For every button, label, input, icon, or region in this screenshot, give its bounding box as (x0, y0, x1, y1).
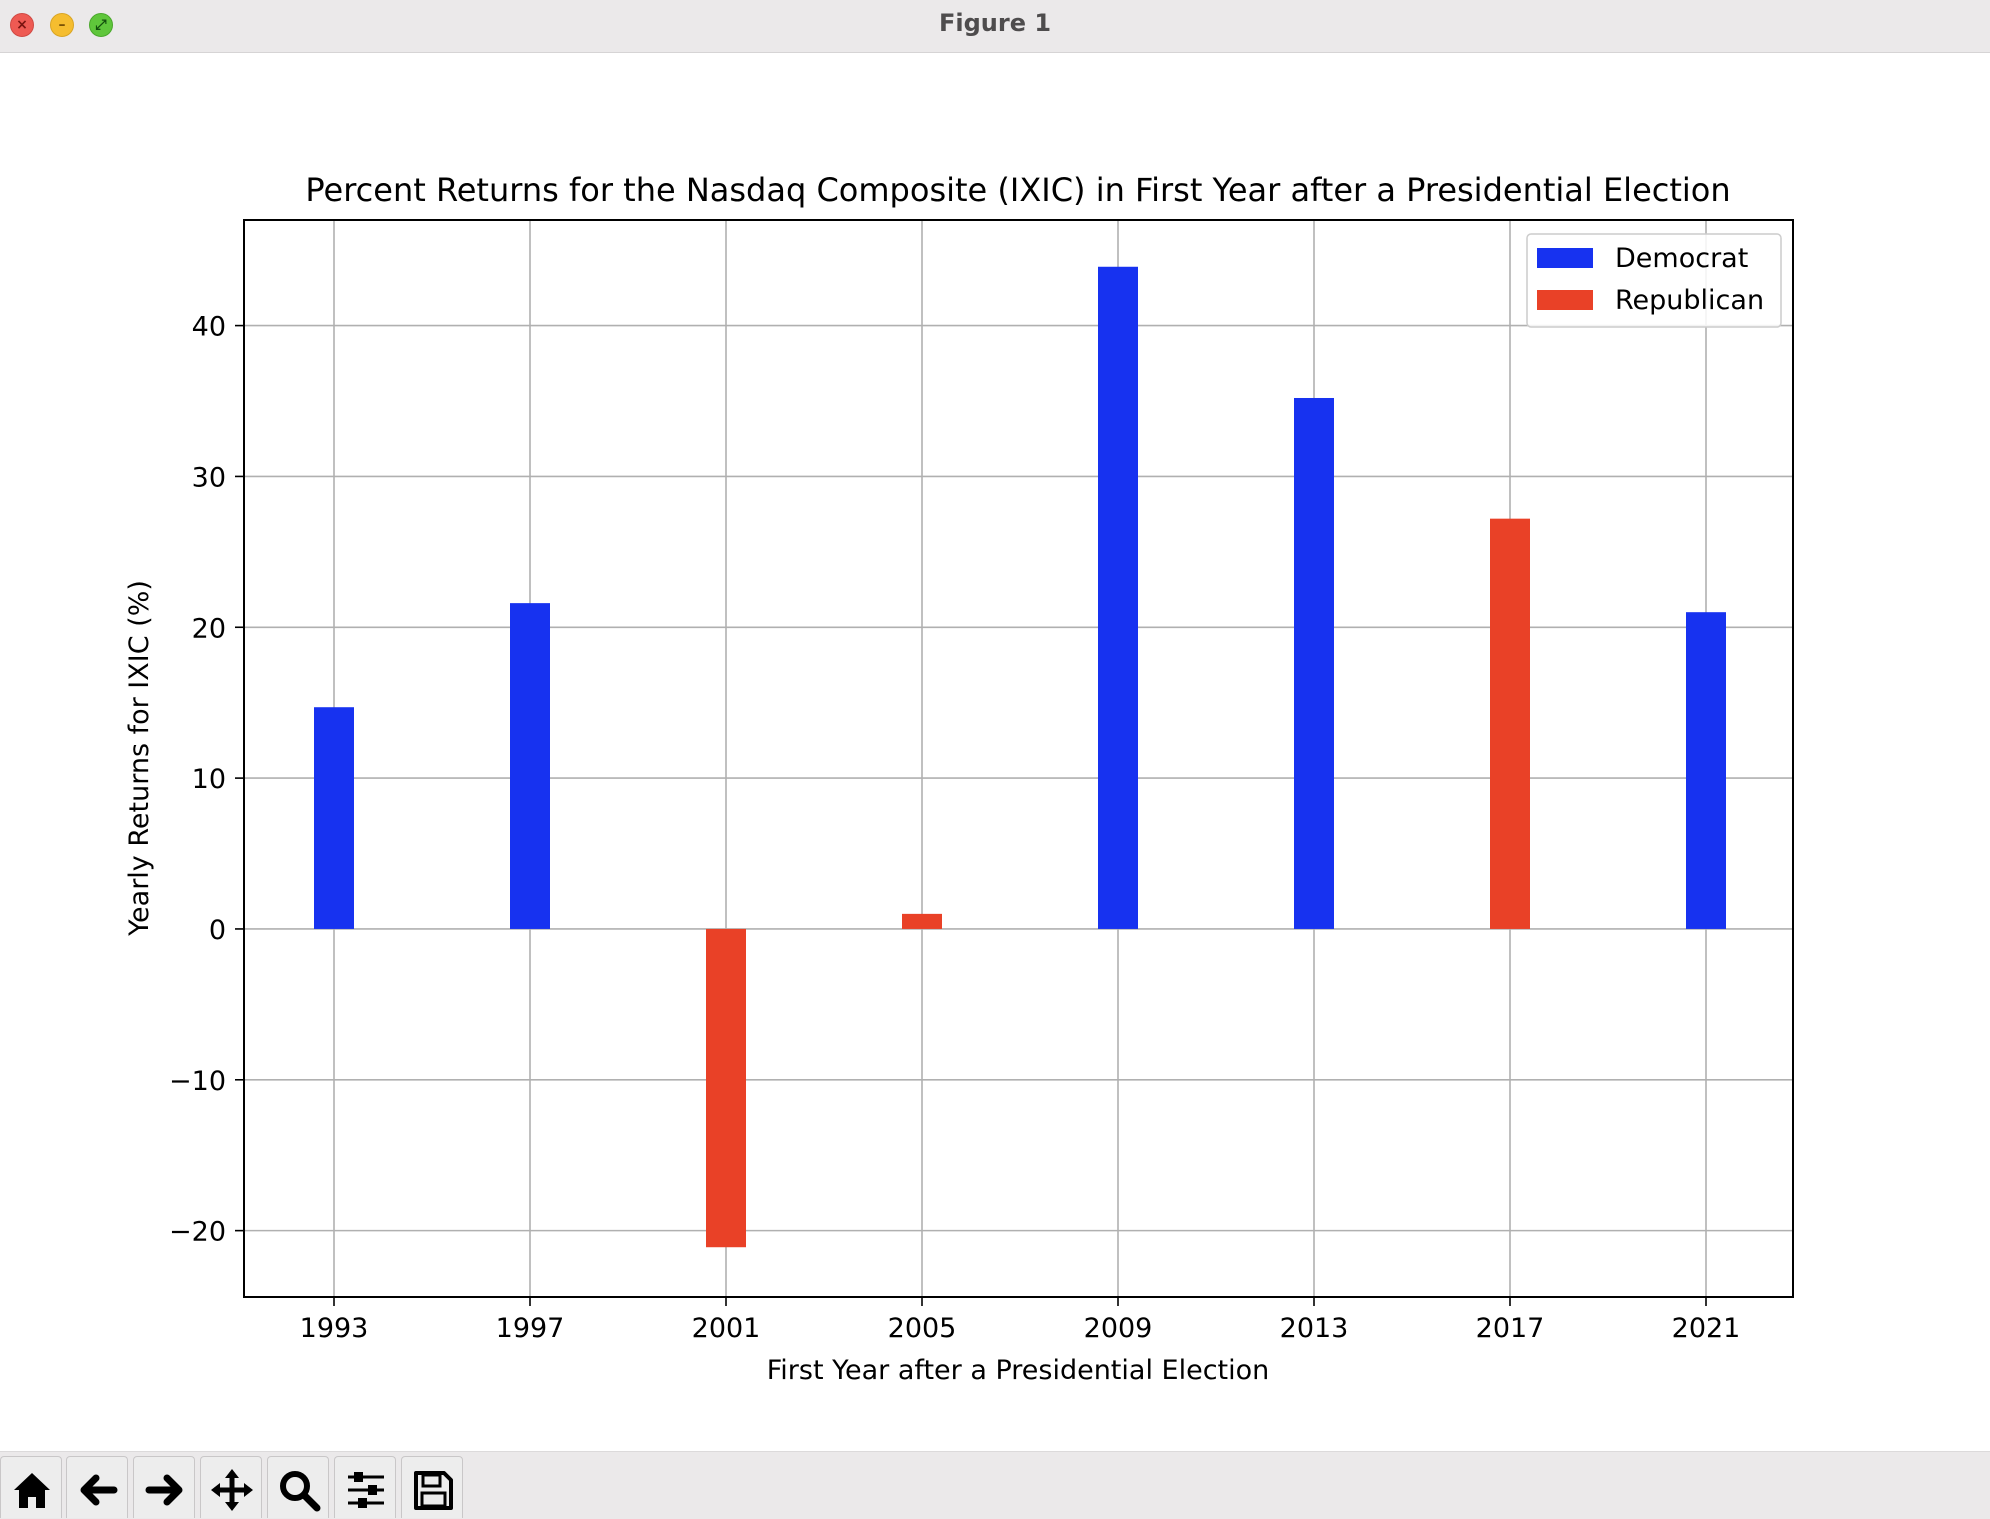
window-title: Figure 1 (938, 9, 1052, 37)
grid-lines (244, 220, 1793, 1297)
bar-2017 (1490, 518, 1530, 929)
arrow-right-icon (145, 1474, 183, 1506)
bar-1993 (314, 707, 354, 929)
window-titlebar: × – ⤢ Figure 1 (0, 0, 1990, 53)
y-tick-label: −10 (169, 1066, 226, 1097)
y-tick-label: 20 (192, 613, 226, 644)
x-tick-label: 2017 (1476, 1313, 1545, 1344)
plot-frame (243, 219, 1794, 1298)
legend-swatch-democrat (1537, 248, 1593, 268)
y-axis-label: Yearly Returns for IXIC (%) (124, 580, 155, 937)
legend: Democrat Republican (1526, 233, 1782, 328)
legend-label-democrat: Democrat (1615, 243, 1748, 274)
fullscreen-icon: ⤢ (95, 17, 107, 33)
window-close-button[interactable]: × (10, 13, 34, 37)
bar-2005 (902, 913, 942, 929)
bar-2021 (1686, 612, 1726, 929)
bar-2001 (706, 928, 746, 1248)
bar-chart: Percent Returns for the Nasdaq Composite… (124, 171, 1794, 1386)
figure-canvas: Percent Returns for the Nasdaq Composite… (0, 53, 1990, 1451)
bar-2009 (1098, 266, 1138, 929)
bar-2013 (1294, 397, 1334, 929)
minimize-icon: – (58, 17, 66, 33)
x-tick-label: 2001 (692, 1313, 761, 1344)
zoom-button[interactable] (267, 1456, 329, 1518)
close-icon: × (16, 17, 28, 33)
navigation-toolbar (0, 1451, 1990, 1519)
bars (314, 266, 1726, 1248)
save-button[interactable] (401, 1456, 463, 1518)
move-icon (211, 1469, 253, 1511)
pan-button[interactable] (200, 1456, 262, 1518)
x-tick-label: 2013 (1280, 1313, 1349, 1344)
window-minimize-button[interactable]: – (50, 13, 74, 37)
y-tick-label: −20 (169, 1217, 226, 1248)
arrow-left-icon (80, 1474, 118, 1506)
magnifier-icon (280, 1471, 321, 1512)
legend-swatch-republican (1537, 290, 1593, 310)
home-icon (14, 1473, 50, 1508)
x-tick-label: 2005 (888, 1313, 957, 1344)
back-button[interactable] (66, 1456, 128, 1518)
legend-label-republican: Republican (1615, 285, 1764, 316)
x-tick-label: 1997 (496, 1313, 565, 1344)
chart-title: Percent Returns for the Nasdaq Composite… (305, 171, 1730, 209)
window-zoom-button[interactable]: ⤢ (89, 13, 113, 37)
x-axis-ticks: 1993 1997 2001 2005 2009 2013 2017 2021 (300, 1297, 1741, 1344)
y-tick-label: 0 (209, 915, 226, 946)
home-button[interactable] (0, 1456, 62, 1518)
y-axis-ticks: −20 −10 0 10 20 30 40 (169, 312, 244, 1248)
forward-button[interactable] (133, 1456, 195, 1518)
y-tick-label: 40 (192, 312, 226, 343)
floppy-disk-icon (414, 1471, 453, 1510)
x-tick-label: 1993 (300, 1313, 369, 1344)
sliders-icon (348, 1472, 384, 1508)
configure-subplots-button[interactable] (334, 1456, 396, 1518)
x-tick-label: 2009 (1084, 1313, 1153, 1344)
x-tick-label: 2021 (1672, 1313, 1741, 1344)
bar-1997 (510, 603, 550, 929)
y-tick-label: 10 (192, 764, 226, 795)
y-tick-label: 30 (192, 462, 226, 493)
x-axis-label: First Year after a Presidential Election (767, 1355, 1270, 1386)
